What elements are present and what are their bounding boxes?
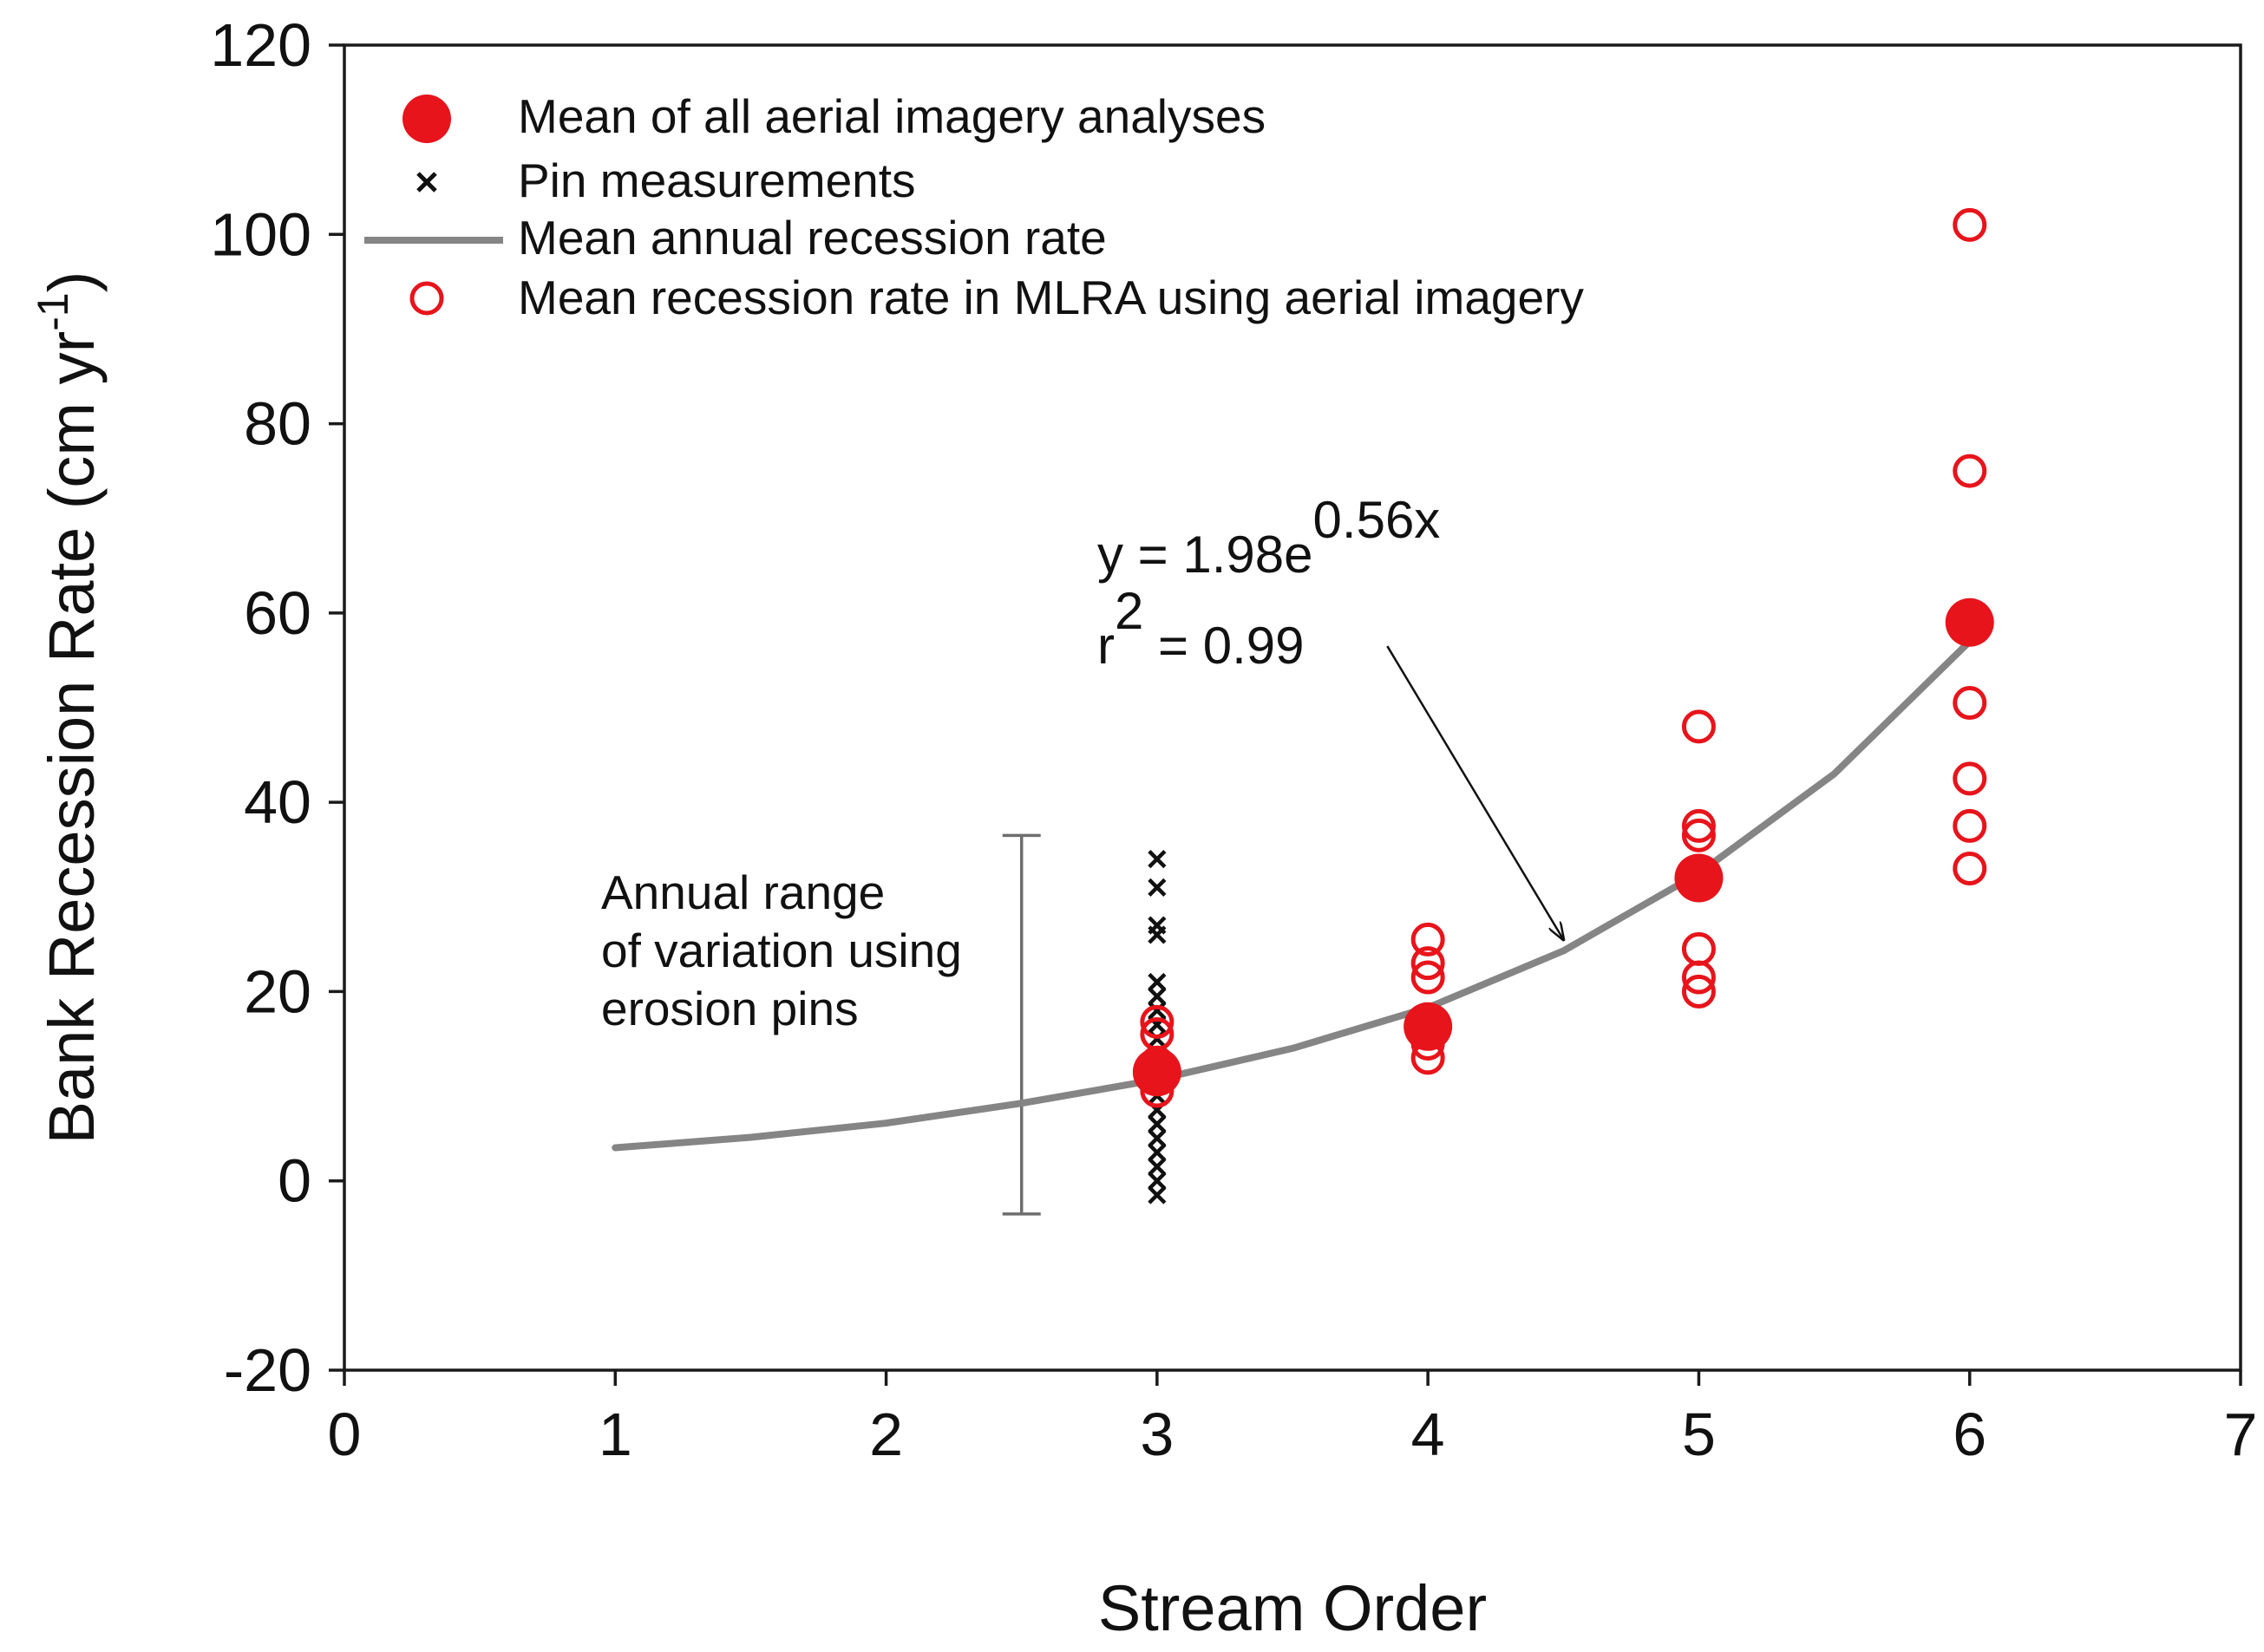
y-tick-label: 40 — [244, 768, 311, 836]
x-tick-label: 5 — [1682, 1401, 1716, 1468]
legend-label-fit: Mean annual recession rate — [518, 211, 1107, 264]
range-note-line-2: of variation using — [601, 924, 962, 977]
pin-measurement-point — [1148, 1129, 1167, 1148]
pin-measurement-point — [1148, 1114, 1167, 1133]
legend-label-mlra: Mean recession rate in MLRA using aerial… — [518, 271, 1584, 324]
equation-pointer-arrow — [1386, 645, 1563, 939]
legend-label-pins: Pin measurements — [518, 153, 916, 207]
mlra-point — [1140, 1004, 1175, 1039]
pin-marker-stroke — [1148, 972, 1167, 992]
fit-r-squared: r2 = 0.99 — [1097, 582, 1305, 675]
pin-measurement-point — [1148, 1157, 1167, 1176]
pin-marker-stroke — [1148, 1114, 1167, 1133]
mean-point — [1132, 1048, 1181, 1097]
mlra-point — [1953, 454, 1987, 488]
fit-line-layer — [612, 637, 1973, 1152]
mlra-point — [1953, 808, 1987, 843]
x-axis-title: Stream Order — [1098, 1572, 1487, 1644]
range-note-line-1: Annual range — [601, 865, 885, 919]
fit-equation: y = 1.98e0.56x — [1097, 491, 1440, 584]
y-axis-title: Bank Recession Rate (cm yr-1) — [29, 271, 108, 1145]
y-tick-label: 80 — [244, 390, 311, 458]
pin-marker-stroke — [1148, 1157, 1167, 1176]
mlra-point — [1953, 207, 1987, 242]
pin-marker-stroke — [1148, 1172, 1167, 1191]
legend-open-circle-icon — [409, 281, 444, 316]
x-tick-label: 4 — [1411, 1401, 1445, 1468]
x-tick-label: 3 — [1140, 1401, 1174, 1468]
y-tick-label: 20 — [244, 957, 311, 1025]
y-tick-label: 100 — [210, 200, 311, 268]
pin-measurement-point — [1148, 1172, 1167, 1191]
pin-marker-stroke — [1148, 850, 1167, 869]
mlra-point — [1410, 960, 1445, 995]
x-tick-label: 1 — [599, 1401, 632, 1468]
r-squared-value: = 0.99 — [1143, 617, 1304, 675]
mlra-point — [1953, 852, 1987, 886]
plot-area-frame — [343, 43, 2242, 1372]
r-squared-symbol: r — [1097, 617, 1115, 675]
legend: Mean of all aerial imagery analyses Pin … — [364, 89, 1584, 324]
pin-measurement-point — [1148, 878, 1167, 897]
legend-x-marker-icon — [416, 172, 437, 193]
x-tick-label: 7 — [2224, 1401, 2258, 1468]
pin-marker-stroke — [1148, 1143, 1167, 1162]
mlra-point — [1681, 808, 1716, 843]
mlra-point — [1681, 974, 1716, 1009]
pin-measurement-point — [1148, 1143, 1167, 1162]
fit-line — [612, 637, 1973, 1152]
pin-measurement-point — [1148, 987, 1167, 1006]
mlra-point — [1953, 761, 1987, 796]
range-note-line-3: erosion pins — [601, 982, 859, 1035]
fit-equation-exponent: 0.56x — [1313, 491, 1441, 549]
y-tick-label: 0 — [278, 1147, 311, 1215]
pin-measurement-point — [1148, 1185, 1167, 1205]
y-axis-ticks — [329, 43, 344, 1372]
pin-marker-stroke — [1148, 878, 1167, 897]
mlra-point — [1953, 686, 1987, 721]
mlra-point — [1410, 922, 1445, 957]
pin-measurements-layer — [1148, 850, 1167, 1205]
x-tick-label: 6 — [1953, 1401, 1986, 1468]
y-tick-label: 60 — [244, 579, 311, 647]
legend-filled-circle-icon — [402, 95, 451, 143]
pin-marker-stroke — [1148, 916, 1167, 935]
fit-equation-base: y = 1.98e — [1097, 526, 1313, 584]
x-tick-label: 0 — [328, 1401, 362, 1468]
mean-point — [1674, 853, 1724, 903]
mlra-point — [1681, 818, 1716, 852]
legend-label-mean: Mean of all aerial imagery analyses — [518, 89, 1266, 143]
pin-measurement-point — [1148, 972, 1167, 992]
x-axis-ticks — [343, 1370, 2242, 1386]
pin-marker-stroke — [1148, 1185, 1167, 1205]
mean-point — [1404, 1002, 1453, 1051]
x-axis-tick-labels: 0 1 2 3 4 5 6 7 — [328, 1401, 2258, 1468]
pin-range-error-bar — [1002, 833, 1041, 1216]
y-axis-title-superscript: -1 — [29, 292, 77, 330]
r-squared-exponent: 2 — [1115, 582, 1143, 640]
pin-measurement-point — [1148, 916, 1167, 935]
mlra-point — [1410, 946, 1445, 981]
pin-marker-stroke — [1148, 1129, 1167, 1148]
y-tick-label: 120 — [210, 11, 311, 79]
pin-marker-stroke — [1148, 987, 1167, 1006]
mean-filled-circles-layer — [1132, 597, 1994, 1097]
y-tick-label: -20 — [224, 1336, 311, 1404]
y-axis-tick-labels: -20 0 20 40 60 80 100 120 — [210, 11, 311, 1404]
pin-measurement-point — [1148, 850, 1167, 869]
mlra-point — [1681, 931, 1716, 966]
pin-marker-stroke — [1148, 1001, 1167, 1020]
mean-point — [1945, 597, 1994, 647]
y-axis-title-main: Bank Recession Rate (cm yr — [36, 331, 108, 1145]
y-axis-title-close: ) — [36, 271, 108, 293]
x-tick-label: 2 — [869, 1401, 903, 1468]
pin-measurement-point — [1148, 1001, 1167, 1020]
mlra-point — [1681, 709, 1716, 744]
